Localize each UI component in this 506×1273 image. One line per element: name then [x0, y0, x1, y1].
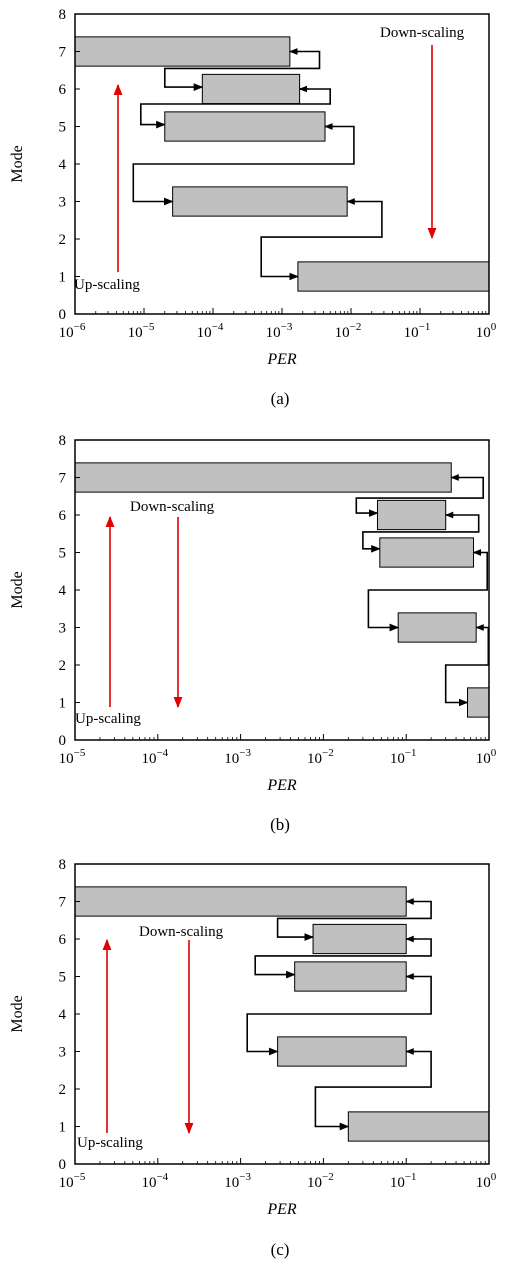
chart-panel-3: 0 1 2 3 4 5 6 7 8 10−5 10−4 10−3 10−2 10−1 100 PER Mode U… — [9, 857, 497, 1259]
y-tick-label: 8 — [59, 433, 67, 449]
bar-mode-6 — [376, 499, 447, 531]
y-tick-label: 3 — [59, 1045, 67, 1061]
x-tick-label: 10−3 — [266, 321, 293, 341]
bar-mode-6 — [312, 923, 407, 955]
bar-mode-6 — [201, 73, 301, 105]
x-tick-label: 10−3 — [224, 747, 251, 767]
x-tick-label: 10−2 — [335, 321, 362, 341]
bar-mode-3 — [172, 186, 348, 217]
y-tick-label: 2 — [59, 1082, 67, 1098]
y-tick-label: 8 — [59, 857, 67, 873]
bar-mode-5 — [294, 961, 407, 992]
chart-panel-2: 0 1 2 3 4 5 6 7 8 10−5 10−4 10−3 10−2 10−1 100 PER Mode U… — [9, 433, 497, 834]
transition-connector — [355, 476, 484, 517]
y-tick-label: 5 — [59, 970, 67, 986]
y-tick-label: 4 — [59, 157, 67, 173]
up-scaling-label: Up-scaling — [77, 1135, 143, 1151]
x-axis-label: PER — [266, 1201, 297, 1218]
y-tick-label: 7 — [59, 471, 67, 487]
down-scaling-label: Down-scaling — [139, 924, 224, 940]
bar-mode-5 — [379, 537, 475, 568]
y-tick-label: 8 — [59, 7, 67, 23]
bar-mode-7 — [74, 462, 452, 493]
y-tick-label: 0 — [59, 307, 67, 323]
y-axis-label: Mode — [9, 995, 26, 1032]
bar-mode-7 — [74, 886, 407, 917]
down-scaling-label: Down-scaling — [130, 499, 215, 515]
y-tick-label: 6 — [59, 932, 67, 948]
up-scaling-label: Up-scaling — [74, 277, 140, 293]
transition-connector — [260, 200, 383, 281]
y-tick-label: 4 — [59, 583, 67, 599]
transition-connector — [132, 125, 355, 206]
y-tick-label: 1 — [59, 270, 67, 286]
x-axis-label: PER — [266, 351, 297, 368]
x-tick-label: 10−2 — [307, 747, 334, 767]
transition-connector — [164, 50, 321, 91]
bar-mode-1 — [297, 261, 490, 292]
chart-panel-1: 0 1 2 3 4 5 6 7 8 10−6 10−5 10−4 10−3 10−2 10−1 100 PER M… — [9, 7, 497, 408]
y-tick-label: 3 — [59, 195, 67, 211]
y-axis-label: Mode — [9, 145, 26, 182]
x-tick-label: 10−6 — [59, 321, 86, 341]
x-tick-label: 10−1 — [390, 1171, 417, 1191]
x-tick-label: 10−5 — [59, 747, 86, 767]
x-tick-label: 10−2 — [307, 1171, 334, 1191]
bar-mode-1 — [347, 1111, 490, 1142]
transition-connector — [444, 626, 490, 707]
panel-caption: (a) — [271, 389, 290, 408]
transition-connector — [246, 975, 432, 1056]
bar-mode-5 — [164, 111, 326, 142]
y-tick-label: 6 — [59, 82, 67, 98]
x-tick-label: 10−5 — [128, 321, 155, 341]
down-scaling-label: Down-scaling — [380, 25, 465, 41]
up-scaling-label: Up-scaling — [75, 711, 141, 727]
transition-connector — [276, 900, 432, 941]
x-tick-label: 10−1 — [404, 321, 431, 341]
transition-connector — [140, 88, 331, 129]
x-tick-label: 10−4 — [141, 747, 168, 767]
panel-caption: (c) — [271, 1240, 290, 1259]
y-tick-label: 5 — [59, 120, 67, 136]
y-tick-label: 4 — [59, 1007, 67, 1023]
bar-mode-1 — [467, 687, 490, 718]
x-tick-label: 100 — [476, 321, 497, 341]
transition-connector — [254, 938, 432, 979]
panel-caption: (b) — [270, 815, 290, 834]
x-tick-label: 10−4 — [197, 321, 224, 341]
x-tick-label: 10−5 — [59, 1171, 86, 1191]
y-tick-label: 0 — [59, 1157, 67, 1173]
bar-mode-7 — [74, 36, 291, 67]
bar-mode-3 — [277, 1036, 407, 1067]
x-axis-label: PER — [266, 777, 297, 794]
y-tick-label: 3 — [59, 621, 67, 637]
y-tick-label: 7 — [59, 45, 67, 61]
transition-connector — [314, 1050, 432, 1131]
bar-mode-3 — [397, 612, 477, 643]
x-tick-label: 100 — [476, 747, 497, 767]
y-tick-label: 5 — [59, 546, 67, 562]
y-tick-label: 1 — [59, 696, 67, 712]
y-tick-label: 7 — [59, 895, 67, 911]
x-tick-label: 10−3 — [224, 1171, 251, 1191]
transition-connector — [362, 514, 480, 553]
x-tick-label: 10−1 — [390, 747, 417, 767]
y-tick-label: 6 — [59, 508, 67, 524]
y-tick-label: 0 — [59, 733, 67, 749]
y-axis-label: Mode — [9, 571, 26, 608]
y-tick-label: 2 — [59, 658, 67, 674]
x-tick-label: 10−4 — [141, 1171, 168, 1191]
y-tick-label: 1 — [59, 1120, 67, 1136]
x-tick-label: 100 — [476, 1171, 497, 1191]
transition-connector — [367, 551, 488, 632]
y-tick-label: 2 — [59, 232, 67, 248]
